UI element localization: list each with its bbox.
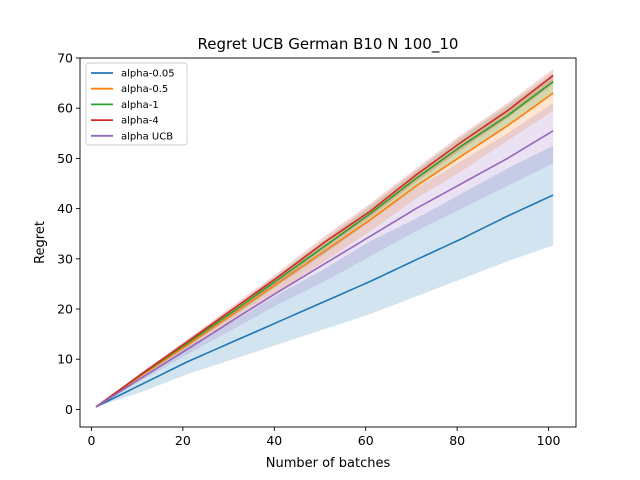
y-tick-label: 30 — [57, 251, 73, 266]
x-axis-label: Number of batches — [266, 456, 391, 471]
line-alpha-0.5 — [95, 92, 554, 408]
y-tick-label: 50 — [57, 151, 73, 166]
y-axis: 0 10 20 30 40 50 60 70 — [57, 51, 80, 417]
line-alpha-4 — [95, 74, 554, 408]
legend-label: alpha-0.5 — [121, 84, 168, 95]
series-lines — [95, 74, 554, 408]
y-tick-label: 0 — [65, 402, 73, 417]
x-tick-label: 40 — [266, 433, 282, 448]
legend-label: alpha-1 — [121, 100, 159, 111]
legend-box — [85, 62, 188, 146]
x-axis: 0 20 40 60 80 100 — [87, 427, 561, 448]
x-tick-label: 60 — [358, 433, 374, 448]
legend-label: alpha-4 — [121, 116, 159, 127]
x-tick-label: 100 — [537, 433, 561, 448]
line-alpha-UCB — [95, 130, 554, 408]
legend: alpha-0.05 alpha-0.5 alpha-1 alpha-4 alpha U… — [85, 62, 188, 146]
y-axis-label: Regret — [33, 221, 48, 264]
band-alpha-0.05 — [96, 145, 554, 407]
y-tick-label: 10 — [57, 352, 73, 367]
line-alpha-1 — [95, 80, 554, 408]
band-alpha-UCB — [96, 103, 554, 407]
y-tick-label: 40 — [57, 201, 73, 216]
band-alpha-0.5 — [96, 78, 554, 407]
band-alpha-1 — [96, 73, 554, 407]
legend-label: alpha UCB — [121, 131, 173, 142]
legend-label: alpha-0.05 — [121, 69, 175, 80]
band-alpha-4 — [96, 69, 554, 407]
line-alpha-0.05 — [95, 194, 554, 408]
plot-frame — [79, 57, 577, 428]
confidence-bands — [96, 69, 554, 407]
y-tick-label: 20 — [57, 302, 73, 317]
chart-title: Regret UCB German B10 N 100_10 — [198, 35, 459, 54]
y-tick-label: 60 — [57, 101, 73, 116]
x-tick-label: 80 — [449, 433, 465, 448]
x-tick-label: 20 — [175, 433, 191, 448]
x-tick-label: 0 — [87, 433, 95, 448]
plot-area — [95, 69, 554, 408]
y-tick-label: 70 — [57, 51, 73, 66]
